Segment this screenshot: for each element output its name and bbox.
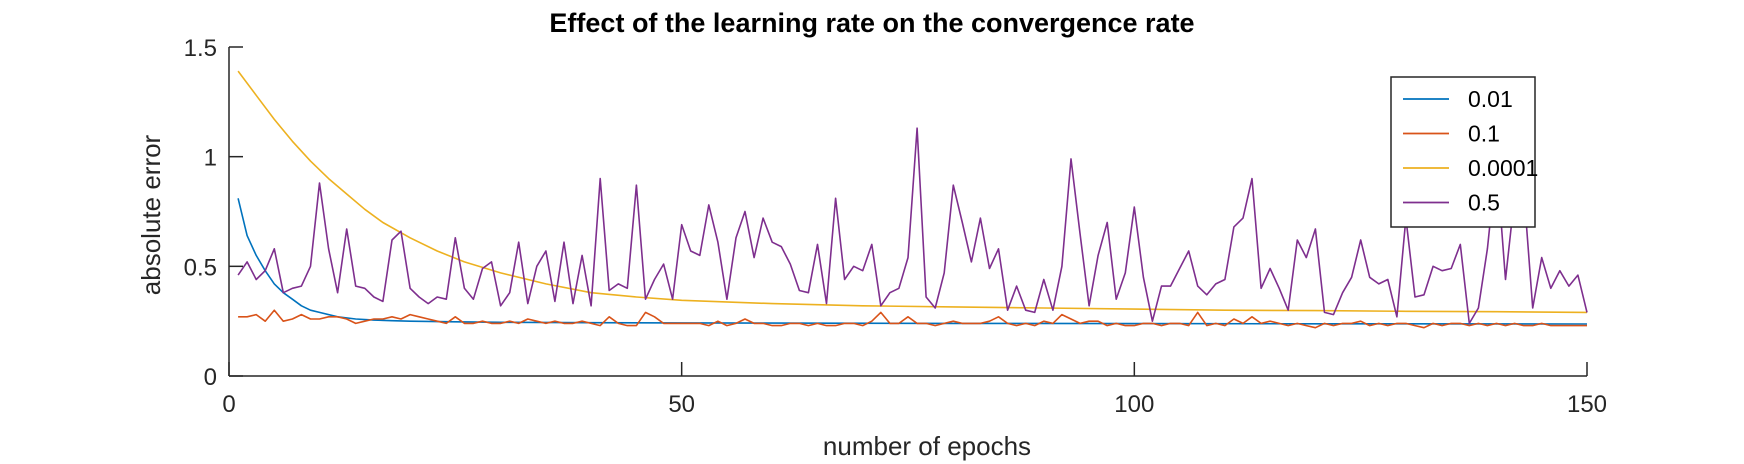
x-tick-label: 0: [222, 391, 235, 418]
x-tick-label: 100: [1114, 391, 1154, 418]
legend: 0.01 0.1 0.0001 0.5: [1390, 76, 1538, 228]
y-tick-label: 0: [204, 364, 217, 391]
series-line-0: [237, 198, 1588, 325]
chart-title: Effect of the learning rate on the conve…: [549, 8, 1194, 38]
series-line-2: [237, 70, 1588, 314]
series-line-1: [238, 309, 1587, 329]
y-tick-label: 1: [204, 145, 217, 172]
legend-label: 0.01: [1468, 86, 1513, 112]
y-tick-label: 1.5: [184, 35, 217, 62]
axes: 0 50 100 150 0 0.5 1 1.5: [184, 35, 1607, 418]
plot-lines: [237, 70, 1588, 329]
legend-label: 0.5: [1468, 190, 1500, 216]
series-line-3: [237, 127, 1588, 325]
x-axis-label: number of epochs: [823, 431, 1031, 461]
legend-label: 0.1: [1468, 121, 1500, 147]
x-tick-label: 50: [668, 391, 695, 418]
legend-label: 0.0001: [1468, 155, 1538, 181]
x-tick-label: 150: [1567, 391, 1607, 418]
y-axis-label: absolute error: [136, 134, 166, 295]
y-tick-label: 0.5: [184, 254, 217, 281]
